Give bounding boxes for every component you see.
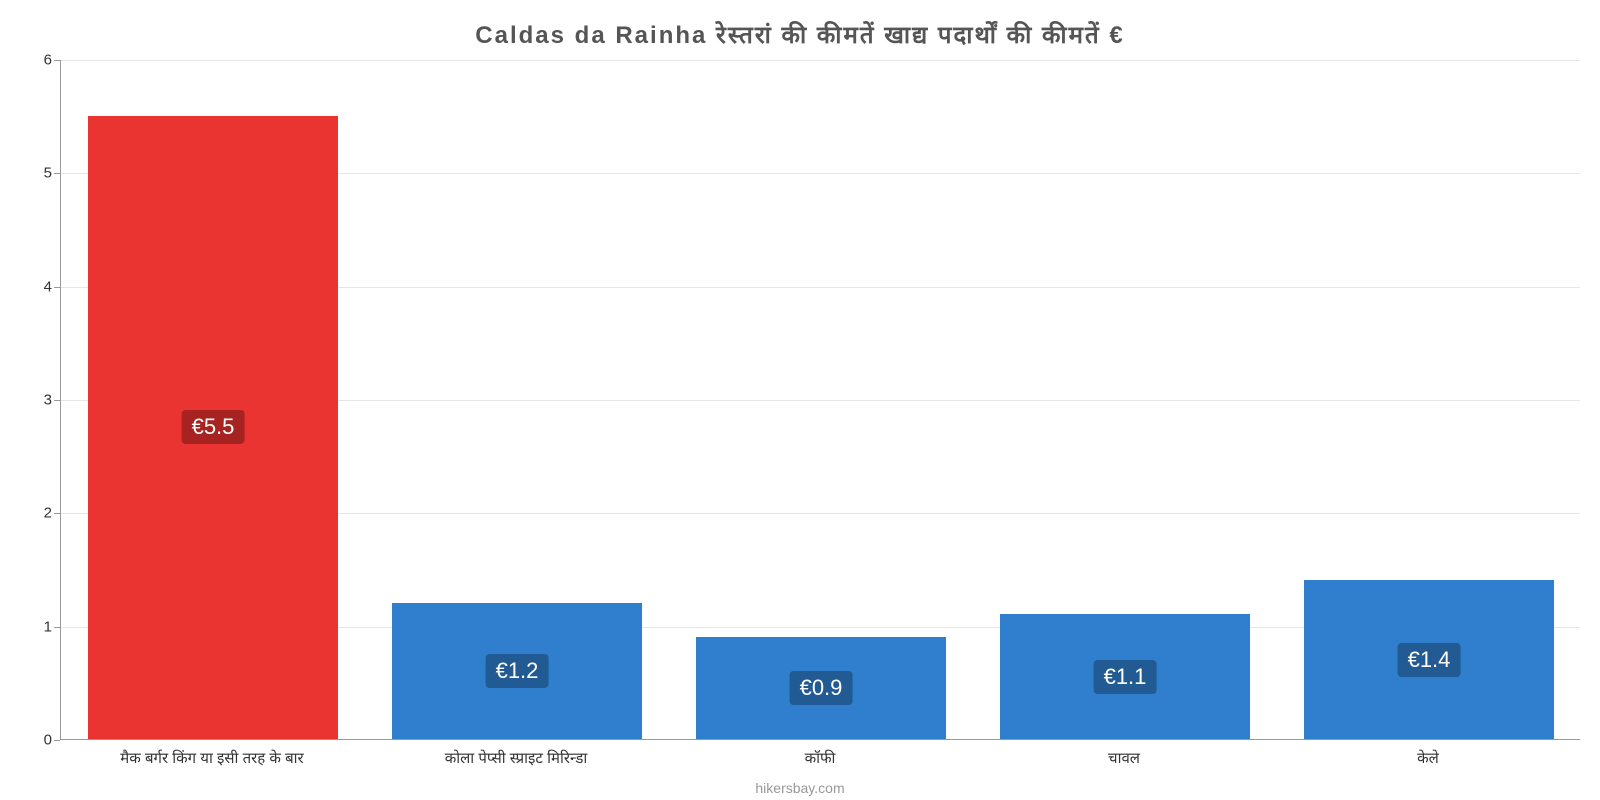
y-tick-mark [54,60,60,61]
bar-label: कोला पेप्सी स्प्राइट मिरिन्डा [445,748,588,768]
y-tick-label: 6 [12,52,52,69]
plot-area: €5.5 €1.2 €0.9 €1.1 €1.4 [60,60,1580,740]
bar-value-badge: €0.9 [790,671,853,705]
chart-container: Caldas da Rainha रेस्तरां की कीमतें खाद्… [0,0,1600,800]
chart-title: Caldas da Rainha रेस्तरां की कीमतें खाद्… [0,18,1600,51]
y-tick-label: 3 [12,392,52,409]
bar-label: मैक बर्गर किंग या इसी तरह के बार [120,748,303,768]
bar-label: केले [1417,748,1439,768]
bar-label: चावल [1108,748,1140,768]
gridline [61,60,1580,61]
y-tick-mark [54,627,60,628]
y-tick-mark [54,287,60,288]
y-tick-mark [54,400,60,401]
y-tick-mark [54,513,60,514]
y-tick-label: 5 [12,165,52,182]
y-tick-mark [54,740,60,741]
bar-label: कॉफी [805,748,836,768]
bar-value-badge: €1.2 [486,654,549,688]
bar-value-badge: €1.4 [1398,643,1461,677]
bar-value-badge: €5.5 [182,410,245,444]
y-tick-label: 0 [12,732,52,749]
y-tick-mark [54,173,60,174]
y-tick-label: 1 [12,618,52,635]
attribution: hikersbay.com [0,780,1600,796]
y-tick-label: 2 [12,505,52,522]
y-tick-label: 4 [12,278,52,295]
bar-value-badge: €1.1 [1094,660,1157,694]
